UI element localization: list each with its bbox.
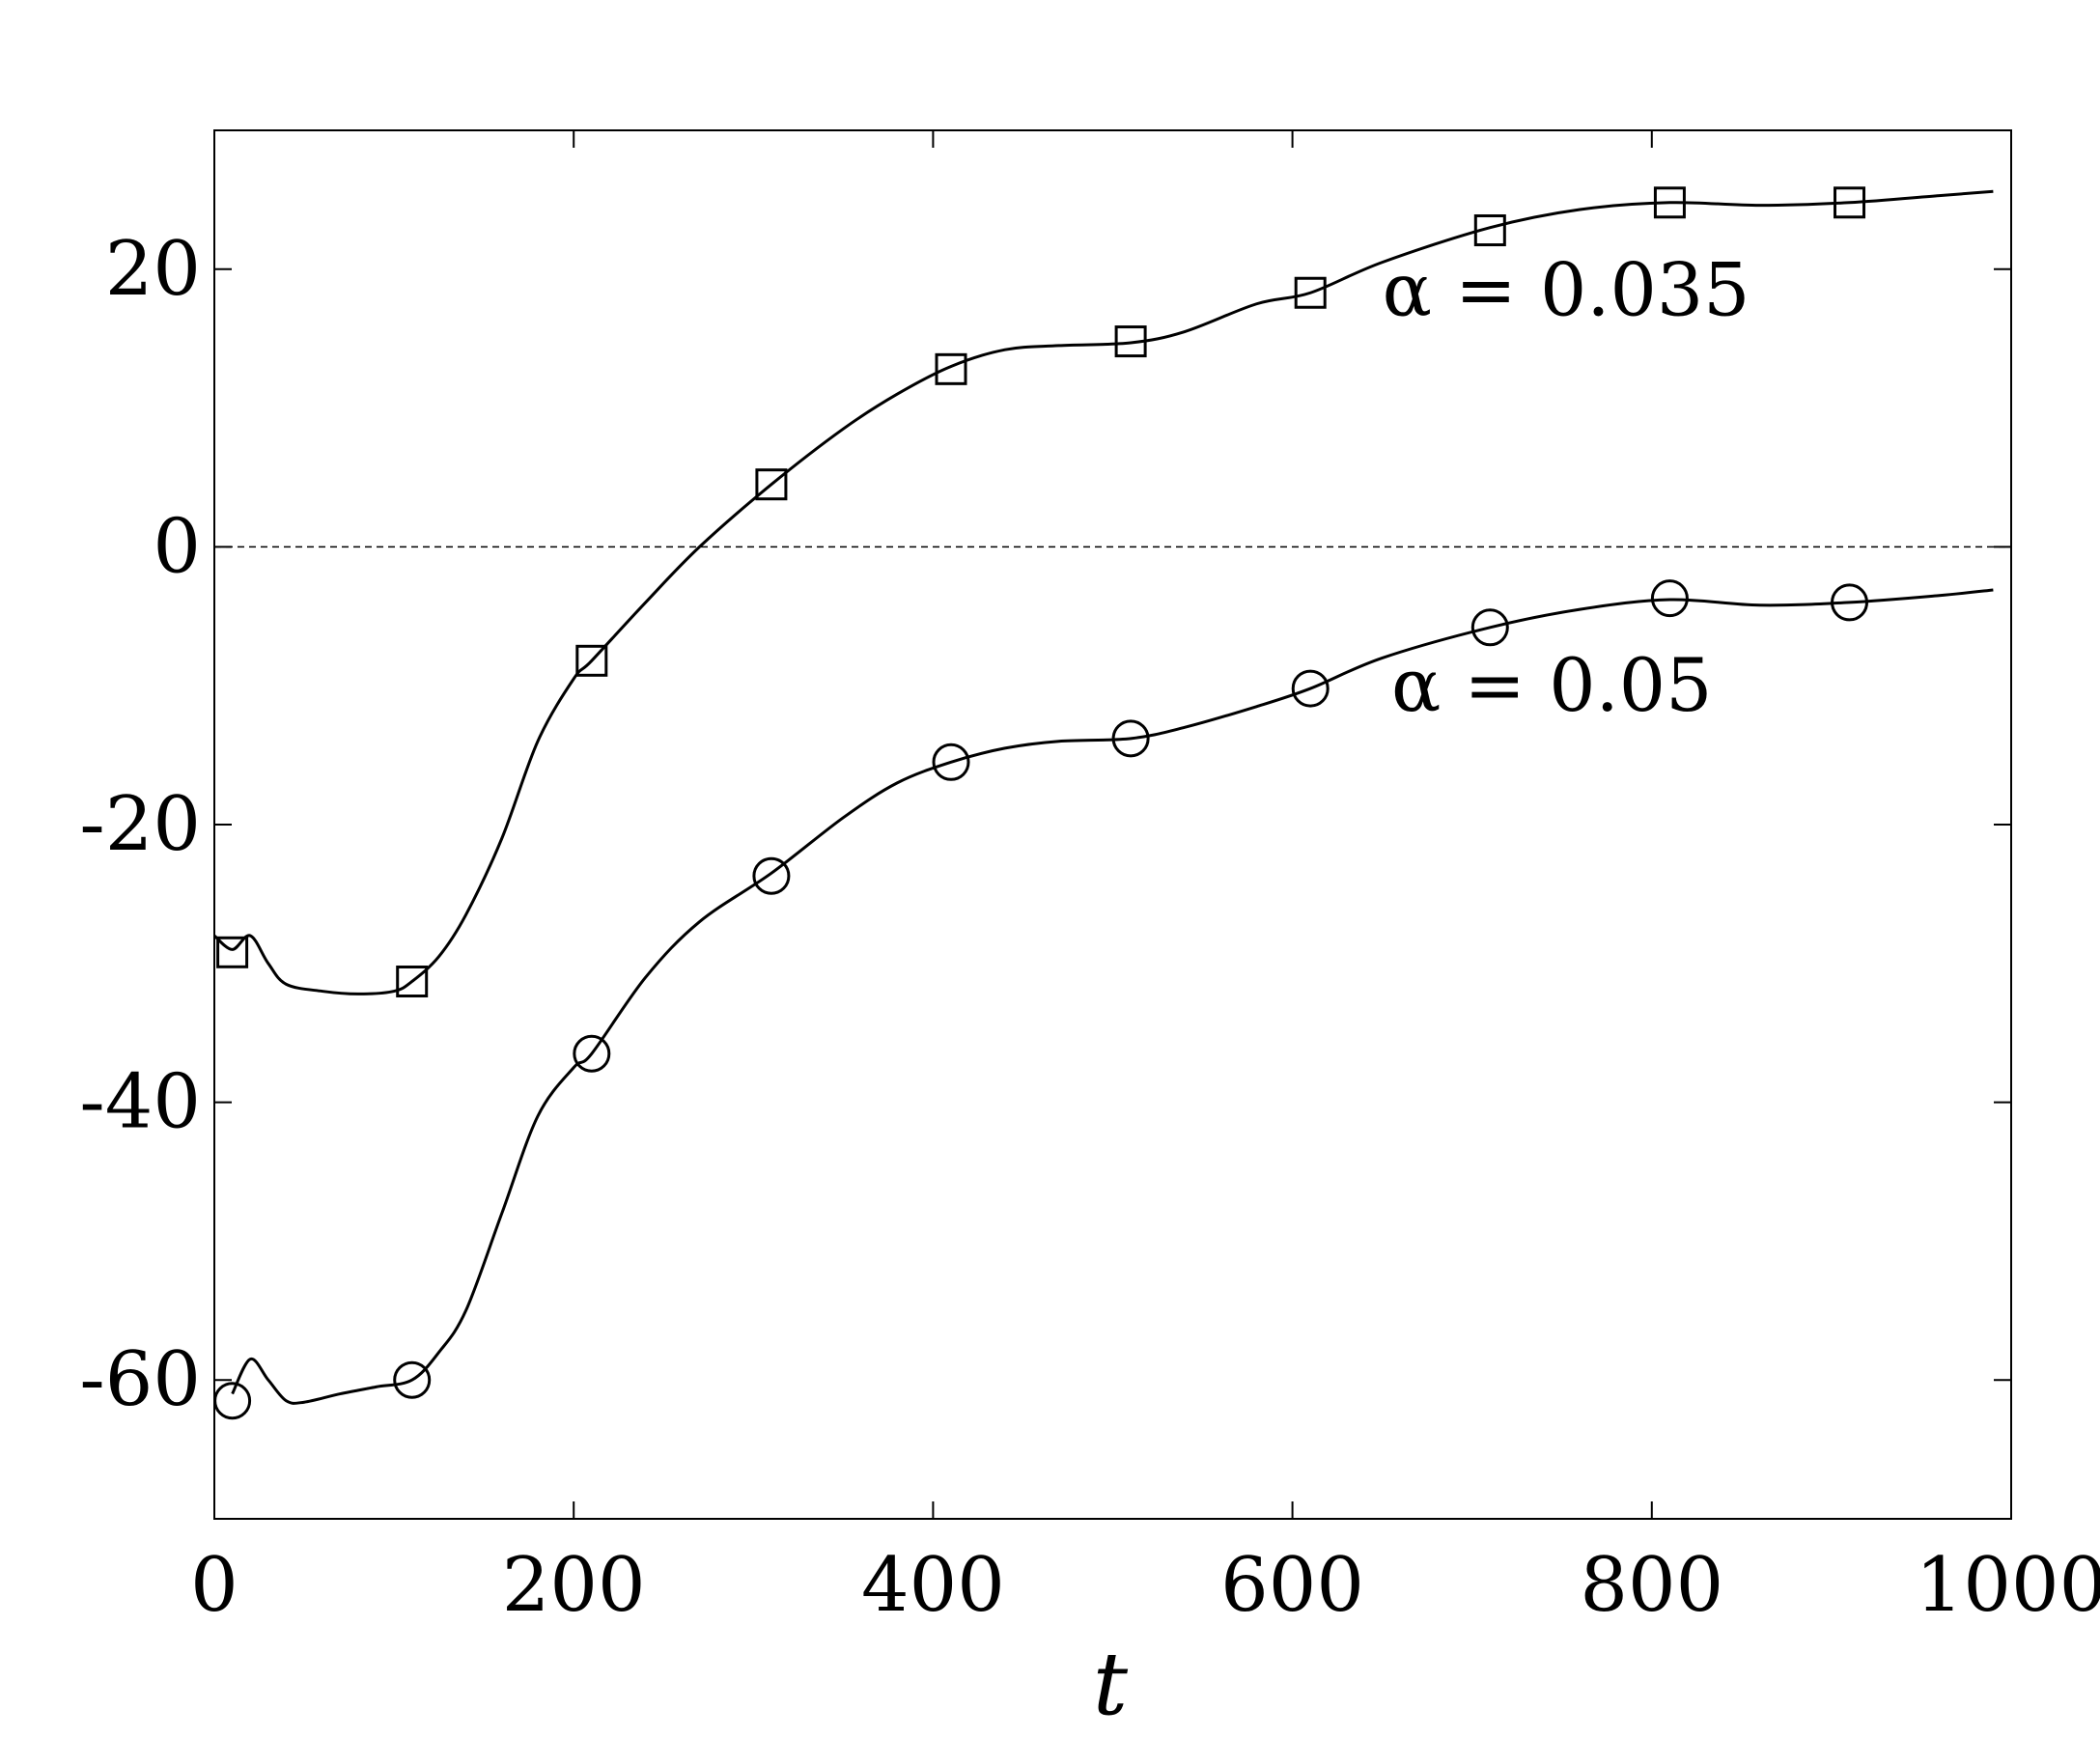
series-line-square [212, 189, 1994, 995]
series-line-circle [231, 588, 1994, 1405]
y-tick-label: 0 [153, 503, 201, 590]
square-marker [396, 965, 429, 997]
circle-marker [1291, 669, 1330, 708]
square-marker [1114, 325, 1147, 358]
square-marker [1653, 186, 1686, 219]
tick-labels: 0 200 400 600 800 1000 -60 -40 -20 0 20 [79, 226, 2100, 1629]
x-tick-label: 800 [1580, 1542, 1723, 1629]
square-marker [575, 644, 608, 677]
y-tick-label: 20 [105, 226, 201, 313]
circle-marker [932, 743, 970, 781]
square-marker [755, 468, 788, 501]
square-marker [935, 352, 967, 385]
y-tick-label: -40 [79, 1059, 201, 1146]
plot-area [212, 129, 2012, 1520]
circle-marker [1470, 608, 1509, 647]
series-annotation: α = 0.035 [1383, 246, 1750, 332]
circle-marker [1831, 583, 1869, 622]
x-tick-label: 400 [861, 1542, 1005, 1629]
circle-marker [573, 1034, 611, 1073]
square-marker [1294, 276, 1327, 309]
x-tick-label: 600 [1220, 1542, 1364, 1629]
x-tick-label: 0 [190, 1542, 238, 1629]
axis-ticks [213, 130, 2012, 1519]
x-tick-label: 1000 [1916, 1542, 2100, 1629]
square-marker [1473, 214, 1506, 247]
square-marker [216, 936, 249, 968]
circle-marker [1650, 579, 1689, 618]
circle-marker [752, 856, 791, 895]
y-tick-label: -20 [79, 781, 201, 868]
series-annotation: α = 0.05 [1391, 642, 1713, 728]
annotations: α = 0.035 α = 0.05 [1383, 246, 1750, 728]
circle-marker [213, 1382, 252, 1420]
y-tick-label: -60 [79, 1336, 201, 1423]
circle-marker [393, 1360, 432, 1399]
x-axis-title: t [1093, 1634, 1129, 1735]
x-tick-label: 200 [502, 1542, 646, 1629]
circle-marker [1111, 719, 1150, 758]
square-marker [1834, 186, 1866, 219]
